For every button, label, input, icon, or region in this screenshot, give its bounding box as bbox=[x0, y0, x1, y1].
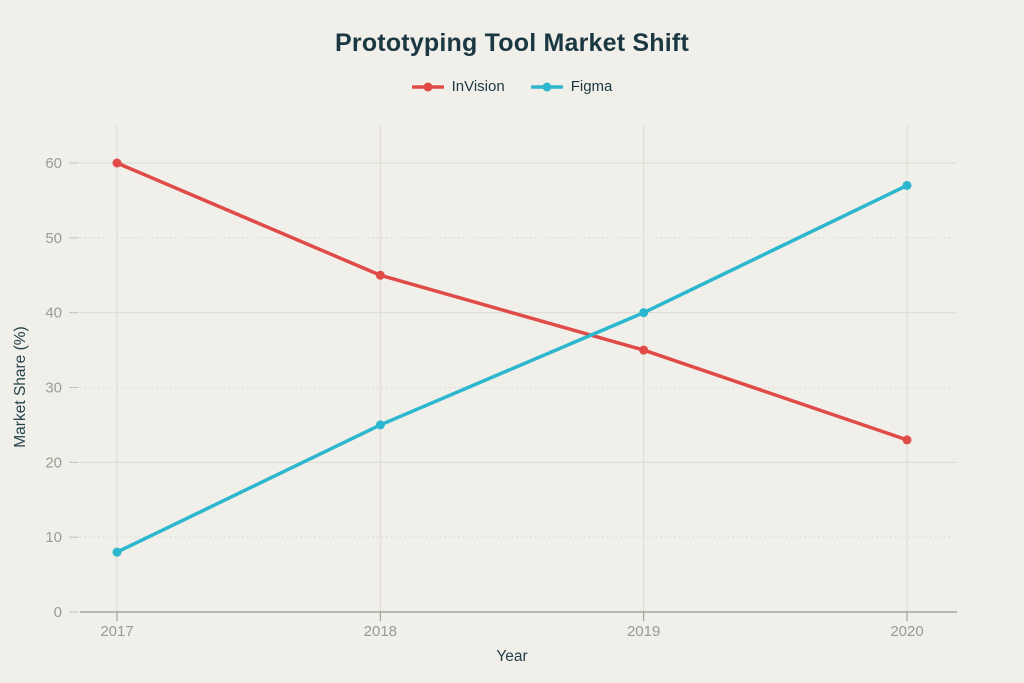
data-point-invision bbox=[902, 435, 912, 445]
legend-label: InVision bbox=[451, 78, 505, 95]
data-point-invision bbox=[639, 345, 649, 355]
legend-item-invision: InVision bbox=[411, 78, 505, 95]
data-point-figma bbox=[112, 547, 122, 557]
y-tick-label: 50 bbox=[45, 230, 62, 247]
y-tick-label: 20 bbox=[45, 454, 62, 471]
legend-label: Figma bbox=[570, 78, 613, 95]
x-tick-label: 2020 bbox=[890, 623, 923, 640]
data-point-invision bbox=[375, 270, 385, 280]
data-point-figma bbox=[639, 308, 649, 318]
y-tick-label: 30 bbox=[45, 380, 62, 397]
series-line-figma bbox=[115, 183, 909, 554]
legend-marker-icon bbox=[411, 82, 444, 91]
y-tick-label: 10 bbox=[45, 529, 62, 546]
legend-marker-icon bbox=[530, 82, 563, 91]
y-tick-label: 40 bbox=[45, 305, 62, 322]
y-tick-label: 60 bbox=[45, 155, 62, 172]
data-point-figma bbox=[375, 420, 385, 430]
chart-legend: InVision Figma bbox=[0, 78, 1024, 95]
series-line-invision bbox=[115, 161, 909, 442]
x-tick-label: 2017 bbox=[100, 623, 133, 640]
data-point-invision bbox=[112, 158, 122, 168]
y-axis-title: Market Share (%) bbox=[12, 326, 29, 448]
x-tick-label: 2018 bbox=[364, 623, 397, 640]
chart-title: Prototyping Tool Market Shift bbox=[335, 29, 689, 57]
data-point-figma bbox=[902, 180, 912, 190]
x-axis-title: Year bbox=[496, 648, 528, 665]
y-tick-label: 0 bbox=[54, 604, 62, 621]
legend-item-figma: Figma bbox=[530, 78, 613, 95]
x-tick-label: 2019 bbox=[627, 623, 660, 640]
